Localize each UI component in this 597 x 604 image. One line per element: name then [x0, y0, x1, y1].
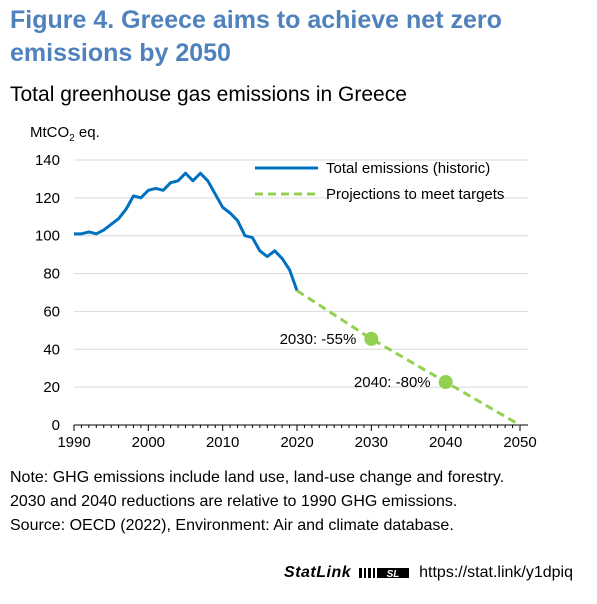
statlink-logo-icon: SL: [359, 568, 410, 580]
note-line: Note: GHG emissions include land use, la…: [10, 469, 505, 486]
x-tick-label: 2030: [355, 434, 388, 451]
target-point: [438, 375, 453, 390]
legend: Total emissions (historic) Projections to…: [255, 160, 504, 203]
grid-layer: [74, 159, 528, 388]
target-point: [364, 331, 379, 346]
y-tick-label: 40: [43, 341, 60, 358]
annotation-layer: 2030: -55% 2040: -80%: [280, 331, 453, 391]
projection-line: [296, 289, 521, 427]
y-tick-label: 0: [52, 417, 60, 434]
y-axis-label: MtCO2 eq.: [30, 124, 100, 144]
y-axis-unit-prefix: MtCO: [30, 124, 70, 141]
x-tick-label: 1990: [57, 434, 90, 451]
target-label: 2040: -80%: [354, 374, 431, 391]
y-tick-label: 60: [43, 303, 60, 320]
svg-text:SL: SL: [387, 569, 400, 580]
x-tick-label: 2000: [132, 434, 165, 451]
historic-emissions-line: [74, 171, 299, 292]
y-axis-unit-subscript: 2: [69, 133, 75, 144]
y-tick-label: 120: [35, 190, 60, 207]
chart-subtitle: Total greenhouse gas emissions in Greece: [10, 83, 407, 106]
x-tick-label: 2050: [503, 434, 536, 451]
statlink-brand: StatLink: [284, 564, 352, 581]
y-tick-label: 20: [43, 379, 60, 396]
target-label: 2030: -55%: [280, 331, 357, 348]
notes: Note: GHG emissions include land use, la…: [10, 466, 595, 538]
legend-label: Total emissions (historic): [326, 160, 490, 177]
x-tick-label: 2020: [280, 434, 313, 451]
statlink-url[interactable]: https://stat.link/y1dpiq: [419, 564, 573, 581]
x-tick-label: 2040: [429, 434, 462, 451]
y-tick-label: 80: [43, 266, 60, 283]
y-tick-label: 140: [35, 152, 60, 169]
legend-label: Projections to meet targets: [326, 186, 504, 203]
y-axis-unit-suffix: eq.: [74, 124, 100, 141]
series-layer: [74, 171, 521, 427]
figure-title: Figure 4. Greece aims to achieve net zer…: [10, 6, 502, 67]
y-tick-label: 100: [35, 228, 60, 245]
x-tick-label: 2010: [206, 434, 239, 451]
statlink-footer: StatLink SL https://stat.link/y1dpiq: [284, 562, 573, 584]
source-line: Source: OECD (2022), Environment: Air an…: [10, 517, 454, 534]
note-line: 2030 and 2040 reductions are relative to…: [10, 493, 458, 510]
